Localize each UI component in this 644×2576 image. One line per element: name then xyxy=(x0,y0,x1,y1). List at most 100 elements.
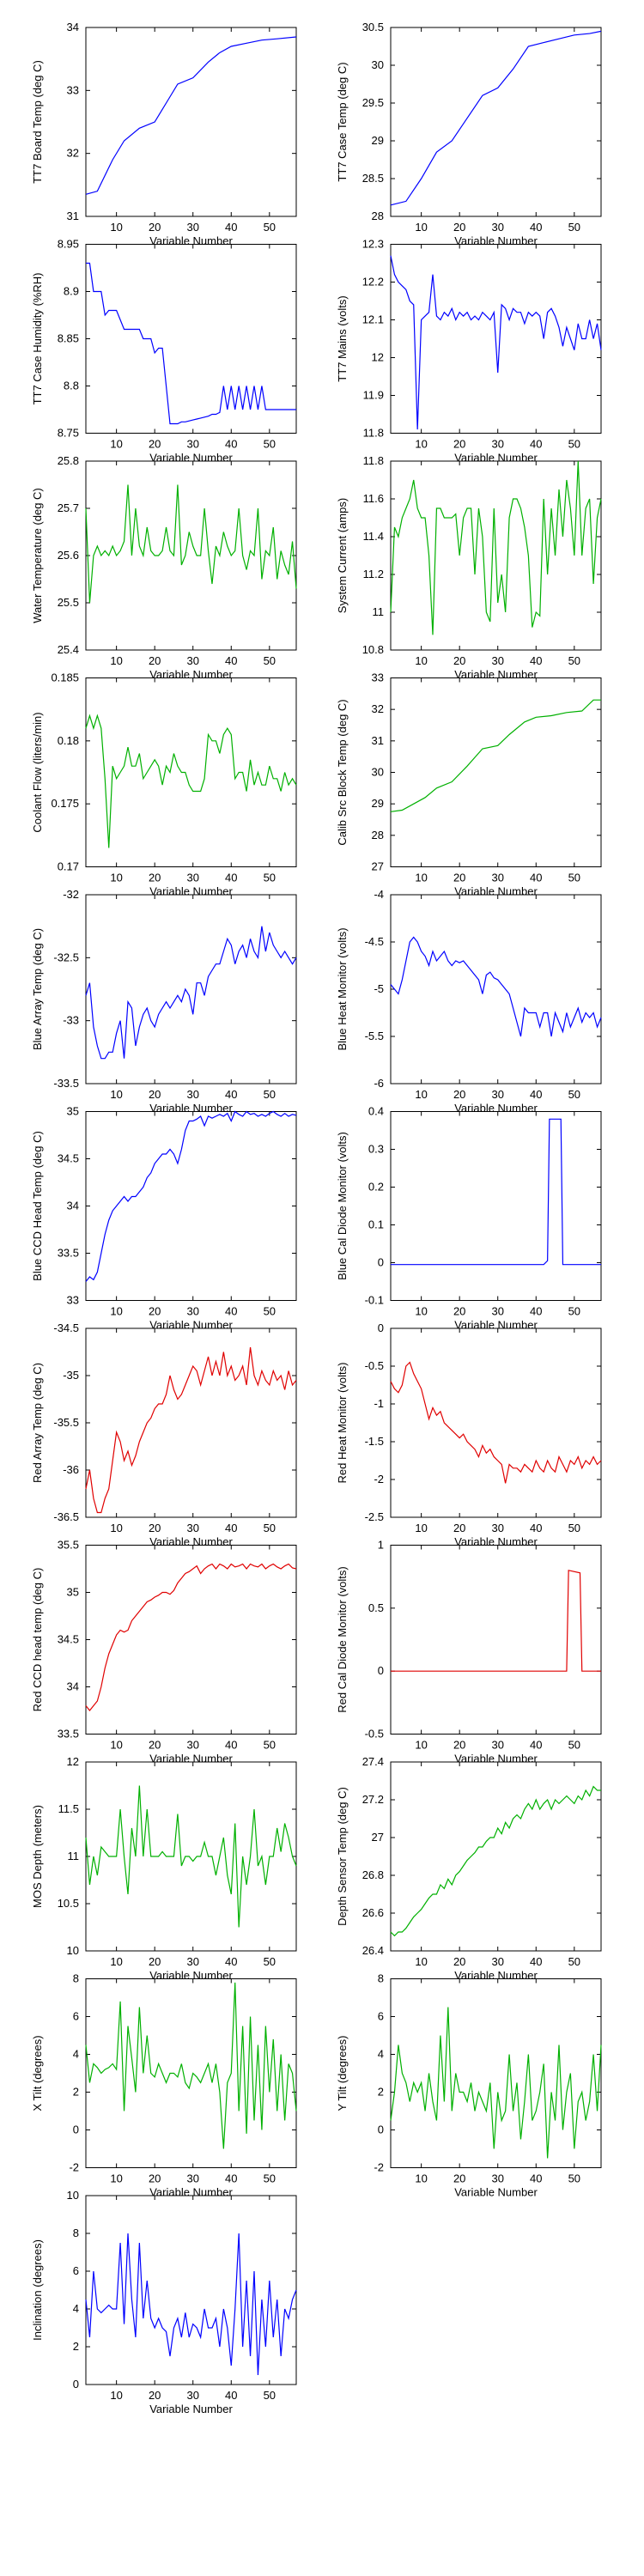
plot-frame xyxy=(85,894,297,1084)
y-tick-label: 25.8 xyxy=(58,454,79,467)
x-tick-label: 30 xyxy=(186,1955,198,1968)
x-tick-label: 50 xyxy=(264,654,276,667)
x-tick-label: 20 xyxy=(149,2389,161,2402)
y-axis-label: System Current (amps) xyxy=(336,498,349,613)
x-axis-label: Variable Number xyxy=(454,452,538,465)
x-tick-label: 20 xyxy=(453,1305,465,1318)
x-tick-label: 40 xyxy=(225,1739,237,1752)
y-tick-label: 32 xyxy=(67,147,79,160)
x-axis-label: Variable Number xyxy=(149,1319,233,1332)
y-tick-label: -0.5 xyxy=(365,1359,384,1372)
y-axis-label: TT7 Case Humidity (%RH) xyxy=(31,273,44,405)
x-axis-label: Variable Number xyxy=(149,1535,233,1548)
x-tick-label: 10 xyxy=(110,2389,122,2402)
x-tick-label: 50 xyxy=(568,1955,580,1968)
y-axis-label: Red CCD head temp (deg C) xyxy=(31,1568,44,1712)
y-tick-label: 28.5 xyxy=(362,172,384,185)
y-tick-label: -1 xyxy=(374,1397,384,1410)
series-line xyxy=(390,30,602,206)
x-axis-label: Variable Number xyxy=(149,885,233,898)
y-tick-label: 10.5 xyxy=(58,1897,79,1910)
plot-frame xyxy=(85,1978,297,2168)
series-line xyxy=(85,1110,297,1282)
plot-frame xyxy=(390,1327,602,1518)
x-tick-label: 10 xyxy=(415,1955,427,1968)
x-tick-label: 20 xyxy=(453,1955,465,1968)
y-tick-label: 6 xyxy=(378,2010,384,2023)
y-tick-label: 34.5 xyxy=(58,1152,79,1165)
y-axis-label: Blue Cal Diode Monitor (volts) xyxy=(336,1132,349,1280)
x-tick-label: 30 xyxy=(491,221,503,234)
x-tick-label: 20 xyxy=(149,438,161,451)
x-tick-label: 40 xyxy=(530,221,542,234)
x-axis-label: Variable Number xyxy=(454,2186,538,2199)
y-tick-label: 34.5 xyxy=(58,1633,79,1646)
y-tick-label: 2 xyxy=(73,2340,79,2353)
x-tick-label: 10 xyxy=(110,872,122,884)
series-line xyxy=(86,262,296,425)
y-tick-label: 8.95 xyxy=(58,238,79,251)
x-tick-label: 50 xyxy=(568,221,580,234)
x-tick-label: 20 xyxy=(453,872,465,884)
y-tick-label: 27 xyxy=(372,860,384,873)
series-line xyxy=(390,1785,601,1937)
y-axis-label: Red Heat Monitor (volts) xyxy=(336,1363,349,1484)
x-tick-label: 40 xyxy=(225,1522,237,1534)
plot-frame xyxy=(390,1545,602,1735)
series-line xyxy=(85,36,297,195)
x-tick-label: 20 xyxy=(453,1088,465,1101)
x-tick-label: 10 xyxy=(415,1088,427,1101)
y-axis-label: Y Tilt (degrees) xyxy=(336,2036,349,2111)
y-tick-label: 0.3 xyxy=(368,1143,384,1156)
y-tick-label: 26.8 xyxy=(362,1868,384,1881)
plot-frame xyxy=(85,1545,297,1735)
y-tick-label: 11.8 xyxy=(363,454,384,467)
y-tick-label: -4 xyxy=(374,888,384,901)
x-axis-label: Variable Number xyxy=(149,2403,233,2415)
y-tick-label: -34.5 xyxy=(53,1321,79,1334)
x-tick-label: 30 xyxy=(491,1305,503,1318)
y-tick-label: 0.4 xyxy=(368,1105,384,1118)
x-tick-label: 10 xyxy=(110,438,122,451)
y-tick-label: 30 xyxy=(372,58,384,71)
y-tick-label: 10 xyxy=(67,2189,79,2202)
x-tick-label: 50 xyxy=(568,1739,580,1752)
plot-frame xyxy=(390,27,602,217)
y-tick-label: 2 xyxy=(73,2086,79,2099)
y-axis-label: Blue Heat Monitor (volts) xyxy=(336,927,349,1050)
x-tick-label: 30 xyxy=(186,654,198,667)
x-tick-label: 30 xyxy=(186,2172,198,2185)
y-tick-label: -2 xyxy=(374,1473,384,1485)
x-tick-label: 10 xyxy=(415,1522,427,1534)
x-axis-label: Variable Number xyxy=(454,1319,538,1332)
x-tick-label: 40 xyxy=(225,2389,237,2402)
x-tick-label: 10 xyxy=(415,2172,427,2185)
y-tick-label: 0 xyxy=(378,1664,384,1677)
x-axis-label: Variable Number xyxy=(454,1969,538,1982)
x-tick-label: 30 xyxy=(491,1955,503,1968)
x-tick-label: 40 xyxy=(530,872,542,884)
y-tick-label: -32.5 xyxy=(53,951,79,963)
y-tick-label: 27.4 xyxy=(362,1755,384,1768)
x-tick-label: 50 xyxy=(568,2172,580,2185)
x-tick-label: 10 xyxy=(110,1522,122,1534)
x-tick-label: 20 xyxy=(149,221,161,234)
x-tick-label: 20 xyxy=(453,221,465,234)
y-axis-label: Red Cal Diode Monitor (volts) xyxy=(336,1566,349,1713)
x-tick-label: 30 xyxy=(186,872,198,884)
x-tick-label: 30 xyxy=(491,1739,503,1752)
y-tick-label: 6 xyxy=(73,2010,79,2023)
plot-frame xyxy=(390,460,602,651)
y-tick-label: 31 xyxy=(67,210,79,222)
y-tick-label: 34 xyxy=(67,1200,79,1212)
chart-c19: -2 0 2 4 6 8 10 20 30 40 50 Variable Number X Tilt (… xyxy=(31,1972,297,2199)
x-tick-label: 20 xyxy=(149,1739,161,1752)
x-tick-label: 30 xyxy=(186,1522,198,1534)
y-tick-label: 30.5 xyxy=(362,21,384,33)
x-tick-label: 50 xyxy=(264,2172,276,2185)
x-tick-label: 50 xyxy=(264,1739,276,1752)
chart-c6: 10.8 11 11.2 11.4 11.6 11.8 10 20 30 40 50 Variable… xyxy=(336,454,602,681)
y-tick-label: 11.6 xyxy=(363,492,384,505)
chart-c20: -2 0 2 4 6 8 10 20 30 40 50 Variable Number Y Tilt (… xyxy=(336,1972,602,2199)
y-tick-label: -0.5 xyxy=(365,1728,384,1741)
